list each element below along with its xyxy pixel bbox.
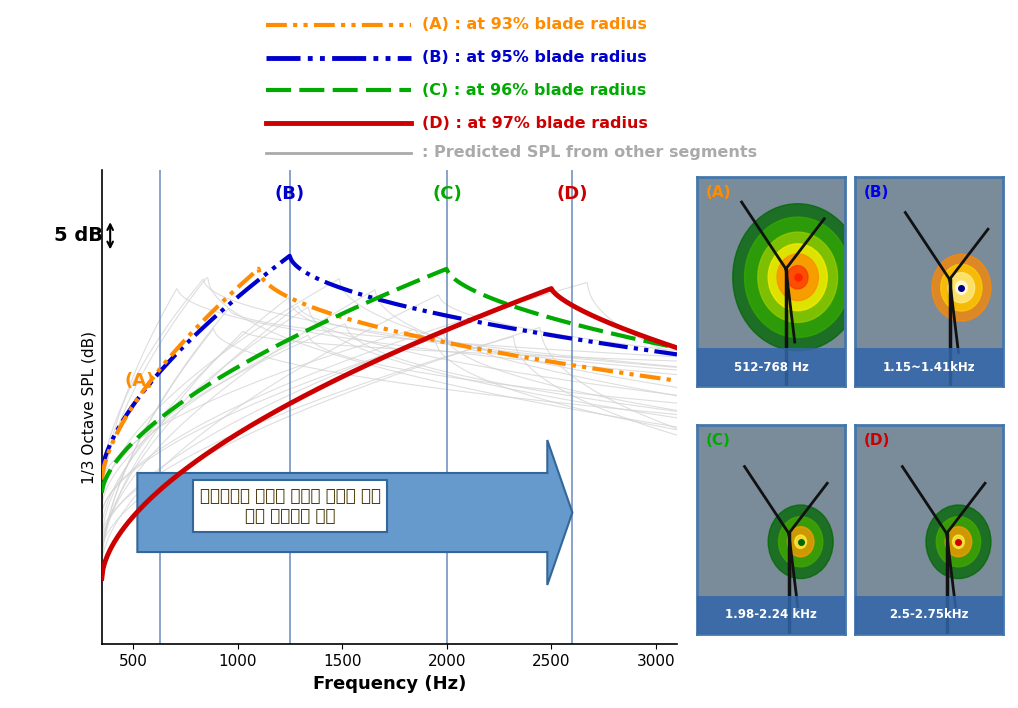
Text: (C): (C) bbox=[432, 185, 462, 203]
Text: (B): (B) bbox=[864, 185, 890, 200]
Text: 5 dB: 5 dB bbox=[54, 227, 103, 245]
Ellipse shape bbox=[787, 527, 814, 556]
Ellipse shape bbox=[733, 204, 862, 350]
Ellipse shape bbox=[937, 517, 980, 567]
Text: (D): (D) bbox=[557, 185, 588, 203]
Text: (D) : at 97% blade radius: (D) : at 97% blade radius bbox=[422, 115, 648, 130]
FancyBboxPatch shape bbox=[697, 596, 845, 634]
Text: (A): (A) bbox=[706, 185, 732, 200]
FancyArrow shape bbox=[137, 440, 572, 585]
Text: 스펙트럼의 피크가 주파수 상승에 따라
반경 방향으로 이동: 스펙트럼의 피크가 주파수 상승에 따라 반경 방향으로 이동 bbox=[200, 486, 381, 525]
Text: (D): (D) bbox=[864, 433, 891, 448]
Text: (B) : at 95% blade radius: (B) : at 95% blade radius bbox=[422, 50, 647, 65]
Ellipse shape bbox=[779, 517, 823, 567]
Ellipse shape bbox=[777, 254, 818, 301]
Text: (A) : at 93% blade radius: (A) : at 93% blade radius bbox=[422, 18, 647, 33]
Text: : Predicted SPL from other segments: : Predicted SPL from other segments bbox=[422, 145, 757, 160]
Text: (B): (B) bbox=[275, 185, 305, 203]
Text: 1.15~1.41kHz: 1.15~1.41kHz bbox=[883, 360, 975, 374]
Ellipse shape bbox=[757, 232, 838, 322]
FancyBboxPatch shape bbox=[855, 348, 1003, 386]
Text: (A): (A) bbox=[125, 372, 155, 389]
Text: (C): (C) bbox=[706, 433, 731, 448]
FancyBboxPatch shape bbox=[697, 348, 845, 386]
Y-axis label: 1/3 Octave SPL (dB): 1/3 Octave SPL (dB) bbox=[81, 331, 97, 484]
Ellipse shape bbox=[953, 535, 964, 549]
Ellipse shape bbox=[787, 266, 808, 289]
Ellipse shape bbox=[945, 527, 972, 556]
Text: 512-768 Hz: 512-768 Hz bbox=[734, 360, 808, 374]
Ellipse shape bbox=[956, 281, 967, 295]
Ellipse shape bbox=[941, 264, 982, 311]
Ellipse shape bbox=[926, 505, 991, 578]
Ellipse shape bbox=[769, 244, 828, 311]
X-axis label: Frequency (Hz): Frequency (Hz) bbox=[313, 675, 466, 692]
Ellipse shape bbox=[948, 273, 974, 303]
FancyBboxPatch shape bbox=[855, 596, 1003, 634]
Text: 2.5-2.75kHz: 2.5-2.75kHz bbox=[889, 608, 969, 622]
Ellipse shape bbox=[795, 535, 806, 549]
Ellipse shape bbox=[931, 254, 991, 321]
Text: 1.98-2.24 kHz: 1.98-2.24 kHz bbox=[725, 608, 817, 622]
Text: (C) : at 96% blade radius: (C) : at 96% blade radius bbox=[422, 83, 646, 98]
Ellipse shape bbox=[769, 505, 833, 578]
Ellipse shape bbox=[744, 217, 851, 338]
